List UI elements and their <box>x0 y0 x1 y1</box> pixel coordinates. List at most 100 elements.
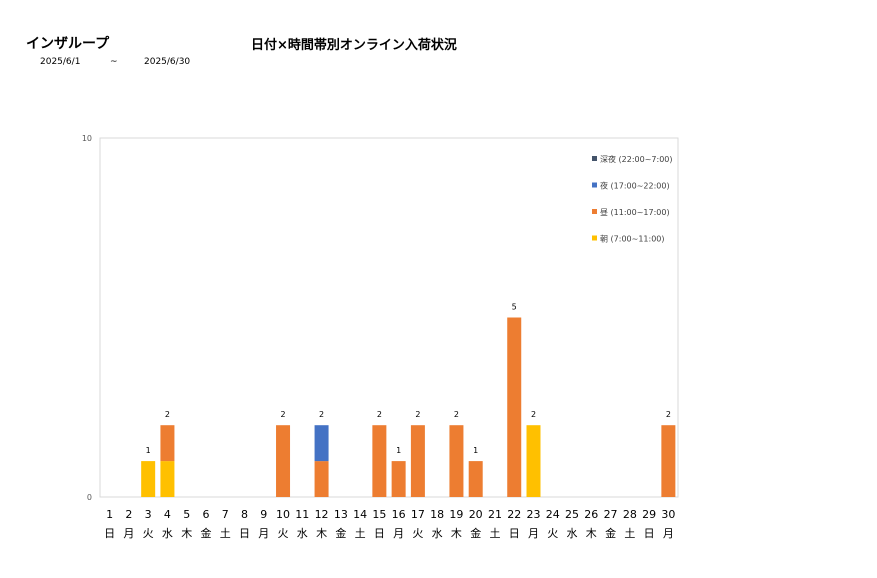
x-weekday-label: 金 <box>335 526 346 540</box>
bar-segment <box>526 425 541 497</box>
x-tick-label: 15 <box>372 508 386 521</box>
bar-segment <box>449 425 464 497</box>
data-label: 2 <box>165 410 170 419</box>
x-weekday-label: 土 <box>489 527 500 540</box>
data-label: 2 <box>377 410 382 419</box>
plot-area <box>99 137 679 498</box>
bar-segment <box>661 425 676 497</box>
x-tick-label: 23 <box>527 508 541 521</box>
data-label: 2 <box>454 410 459 419</box>
legend-swatch <box>592 235 597 241</box>
legend-label: 昼 (11:00~17:00) <box>600 208 670 217</box>
x-weekday-label: 月 <box>663 527 674 540</box>
bar-segment <box>276 425 291 497</box>
date-to: 2025/6/30 <box>144 57 191 67</box>
x-tick-label: 4 <box>164 508 171 521</box>
x-weekday-label: 木 <box>451 527 462 540</box>
x-weekday-label: 水 <box>297 527 308 540</box>
x-tick-label: 25 <box>565 508 579 521</box>
x-weekday-label: 土 <box>220 527 231 540</box>
bar-segment <box>372 425 387 497</box>
x-tick-label: 17 <box>411 508 425 521</box>
x-weekday-label: 日 <box>104 527 115 540</box>
x-tick-label: 1 <box>106 508 113 521</box>
x-weekday-label: 月 <box>393 527 404 540</box>
x-weekday-label: 火 <box>143 527 154 540</box>
x-weekday-label: 水 <box>432 527 443 540</box>
bar-segment <box>160 425 175 462</box>
x-tick-label: 28 <box>623 508 637 521</box>
x-weekday-label: 木 <box>316 527 327 540</box>
x-tick-label: 16 <box>392 508 406 521</box>
x-weekday-label: 火 <box>547 527 558 540</box>
x-weekday-label: 金 <box>470 526 481 540</box>
legend-swatch <box>592 156 597 161</box>
x-weekday-label: 金 <box>605 526 616 540</box>
x-tick-label: 24 <box>546 508 560 521</box>
x-tick-label: 7 <box>222 508 229 521</box>
data-label: 1 <box>146 446 151 455</box>
x-tick-label: 14 <box>353 508 367 521</box>
bar-segment <box>391 461 406 497</box>
date-from: 2025/6/1 <box>40 57 81 67</box>
y-tick-label: 0 <box>87 493 92 502</box>
x-tick-label: 22 <box>507 508 521 521</box>
data-label: 2 <box>666 410 671 419</box>
x-tick-label: 9 <box>260 508 267 521</box>
x-tick-label: 26 <box>584 508 598 521</box>
y-tick-label: 10 <box>82 134 92 143</box>
bar-segment <box>314 461 329 497</box>
x-weekday-label: 水 <box>567 527 578 540</box>
x-weekday-label: 日 <box>374 527 385 540</box>
bar-segment <box>141 461 156 497</box>
x-weekday-label: 土 <box>624 527 635 540</box>
x-tick-label: 5 <box>183 508 190 521</box>
legend-swatch <box>592 182 597 188</box>
data-label: 1 <box>473 446 478 455</box>
x-weekday-label: 土 <box>355 527 366 540</box>
data-label: 2 <box>280 410 285 419</box>
x-weekday-label: 金 <box>200 526 211 540</box>
x-tick-label: 6 <box>202 508 209 521</box>
x-weekday-label: 日 <box>509 527 520 540</box>
x-weekday-label: 火 <box>278 527 289 540</box>
x-weekday-label: 月 <box>258 527 269 540</box>
data-label: 5 <box>512 303 517 312</box>
x-weekday-label: 月 <box>123 527 134 540</box>
x-tick-label: 3 <box>145 508 152 521</box>
x-tick-label: 21 <box>488 508 502 521</box>
x-tick-label: 2 <box>125 508 132 521</box>
legend-label: 深夜 (22:00~7:00) <box>600 154 673 164</box>
legend-swatch <box>592 209 597 214</box>
chart-title: 日付×時間帯別オンライン入荷状況 <box>251 38 457 53</box>
x-tick-label: 11 <box>295 508 309 521</box>
x-weekday-label: 水 <box>162 527 173 540</box>
data-label: 1 <box>396 446 401 455</box>
bar-segment <box>468 461 483 497</box>
legend-label: 朝 (7:00~11:00) <box>600 235 665 244</box>
data-label: 2 <box>531 410 536 419</box>
x-weekday-label: 日 <box>644 527 655 540</box>
x-tick-label: 10 <box>276 508 290 521</box>
date-separator: ~ <box>110 57 118 67</box>
data-label: 2 <box>319 410 324 419</box>
legend-label: 夜 (17:00~22:00) <box>600 181 670 191</box>
x-weekday-label: 火 <box>412 527 423 540</box>
x-tick-label: 13 <box>334 508 348 521</box>
x-tick-label: 27 <box>604 508 618 521</box>
bar-segment <box>160 461 175 497</box>
x-tick-label: 29 <box>642 508 656 521</box>
x-weekday-label: 木 <box>181 527 192 540</box>
bar-segment <box>410 425 425 497</box>
x-weekday-label: 木 <box>586 527 597 540</box>
data-label: 2 <box>415 410 420 419</box>
x-tick-label: 12 <box>315 508 329 521</box>
x-weekday-label: 日 <box>239 527 250 540</box>
bar-segment <box>314 425 329 462</box>
x-weekday-label: 月 <box>528 527 539 540</box>
x-tick-label: 19 <box>449 508 463 521</box>
x-tick-label: 30 <box>661 508 675 521</box>
x-tick-label: 8 <box>241 508 248 521</box>
x-tick-label: 18 <box>430 508 444 521</box>
